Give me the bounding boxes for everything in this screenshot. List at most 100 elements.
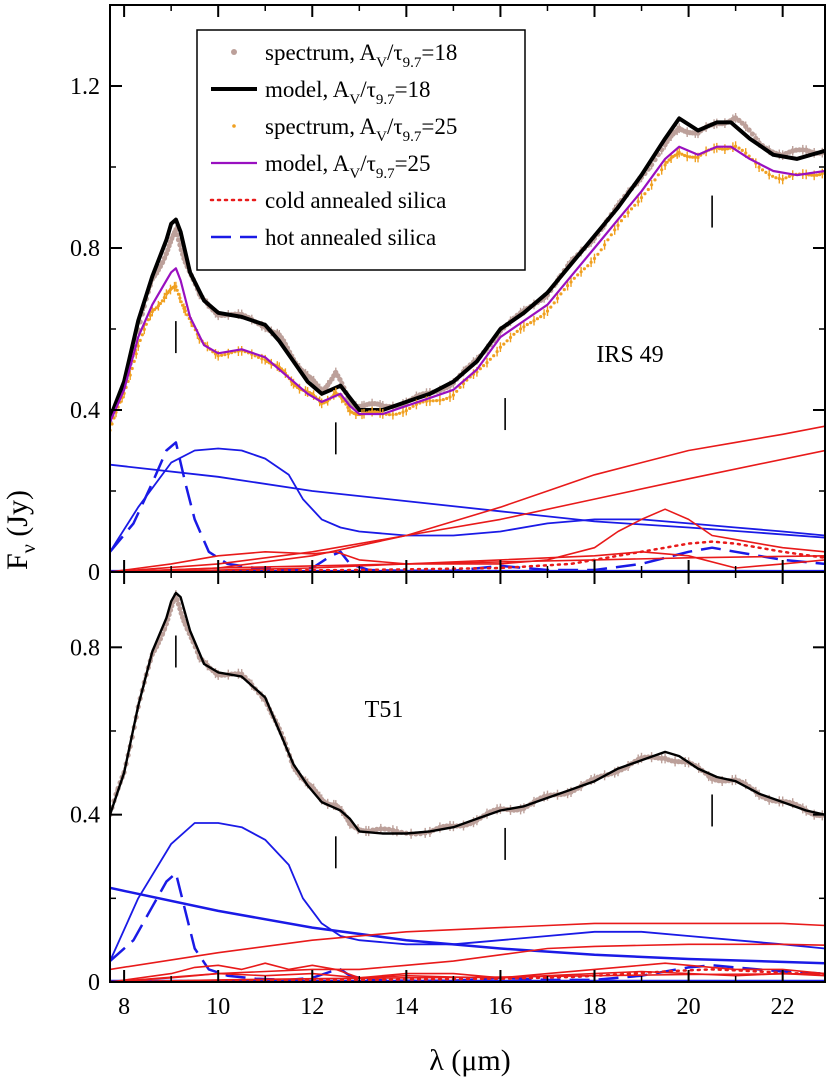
data-point-spectrum25 — [138, 338, 142, 342]
y-axis-label: Fν (Jy) — [1, 490, 40, 570]
legend-label-part: V — [376, 129, 387, 145]
legend-label-part: V — [349, 166, 360, 182]
series-blue1 — [110, 447, 825, 553]
data-point-spectrum25 — [576, 273, 580, 277]
data-point-spectrum25 — [596, 252, 600, 256]
data-point-spectrum25 — [185, 313, 189, 317]
data-point-spectrum25 — [760, 168, 765, 172]
data-point-spectrum — [374, 826, 380, 832]
data-point-spectrum25 — [572, 276, 576, 280]
data-point-spectrum18 — [165, 247, 171, 253]
data-point-spectrum25 — [144, 322, 148, 326]
legend-label-part: V — [349, 92, 360, 108]
panel-label: T51 — [365, 697, 404, 723]
legend-symbol — [231, 49, 237, 55]
data-point-spectrum25 — [160, 299, 164, 303]
axis-text: λ (μm) Fν (Jy) — [1, 490, 511, 1077]
data-point-spectrum25 — [688, 155, 692, 159]
data-point-spectrum18 — [159, 260, 165, 266]
data-point-spectrum25 — [492, 354, 496, 358]
data-point-spectrum25 — [586, 264, 590, 268]
data-point-spectrum25 — [562, 288, 566, 292]
data-point-spectrum25 — [408, 406, 412, 410]
data-point-spectrum25 — [154, 306, 158, 310]
legend-label-part: 9.7 — [376, 92, 395, 108]
series-red3 — [110, 508, 825, 572]
x-tick-label: 14 — [394, 994, 418, 1020]
data-point-spectrum25 — [146, 318, 150, 322]
data-point-spectrum25 — [619, 219, 624, 223]
data-point-spectrum25 — [815, 173, 819, 177]
x-tick-label: 22 — [771, 994, 795, 1020]
series-blue1 — [110, 822, 825, 962]
panel-label: IRS 49 — [596, 342, 663, 368]
data-point-spectrum25 — [720, 147, 724, 151]
data-point-spectrum25 — [680, 152, 684, 156]
data-point-spectrum25 — [110, 422, 114, 426]
data-point-spectrum25 — [398, 411, 402, 415]
series-model25 — [110, 145, 825, 423]
y-tick-label: 1.2 — [70, 74, 100, 100]
legend-box — [196, 29, 526, 271]
series-cold_dot — [110, 968, 825, 982]
y-tick-label: 0.4 — [70, 803, 100, 829]
data-point-spectrum25 — [683, 153, 687, 158]
data-point-spectrum25 — [256, 355, 261, 359]
data-point-spectrum25 — [455, 389, 459, 393]
bottom-panel: 0 0.4 0.8 8 10 12 14 16 18 20 22 T51 — [70, 571, 826, 1020]
data-point-spectrum25 — [488, 357, 492, 361]
data-point-spectrum25 — [549, 305, 553, 309]
y-tick-label: 0.8 — [70, 635, 100, 661]
data-point-spectrum18 — [174, 232, 180, 238]
legend-label-part: /τ — [360, 151, 376, 176]
data-point-spectrum25 — [764, 170, 768, 174]
y-tick-label: 0 — [88, 970, 100, 996]
legend-label-part: 9.7 — [403, 55, 422, 71]
series-blue2 — [110, 886, 825, 965]
plot-area — [110, 113, 825, 572]
x-tick-label: 20 — [677, 994, 701, 1020]
data-point-spectrum25 — [818, 173, 822, 177]
data-point-spectrum25 — [411, 404, 415, 408]
data-point-spectrum25 — [810, 173, 814, 177]
data-point-spectrum25 — [441, 398, 445, 402]
series-model18 — [110, 116, 825, 419]
data-point-spectrum25 — [373, 410, 377, 414]
data-point-spectrum25 — [552, 301, 556, 305]
legend-label-part: spectrum, A — [265, 114, 377, 139]
data-point-spectrum25 — [774, 176, 778, 180]
legend-label: spectrum, AV/τ9.7=25 — [265, 114, 457, 145]
data-point-spectrum25 — [458, 385, 462, 389]
series-red3 — [110, 962, 825, 982]
data-point-spectrum25 — [726, 147, 730, 151]
data-point-spectrum25 — [667, 158, 671, 162]
data-point-spectrum — [174, 597, 180, 603]
data-point-spectrum25 — [175, 288, 179, 292]
data-point-spectrum25 — [515, 329, 519, 333]
series-red1 — [110, 922, 825, 971]
series-hot_dash — [110, 441, 825, 572]
x-tick-label: 8 — [118, 994, 130, 1020]
data-point-spectrum25 — [599, 248, 603, 252]
series-blue2 — [110, 463, 825, 539]
legend-label-part: /τ — [387, 40, 403, 65]
series-model — [110, 591, 825, 835]
data-point-spectrum — [178, 610, 184, 616]
panel-frame — [109, 571, 826, 983]
data-point-spectrum25 — [737, 146, 741, 150]
x-tick-label: 16 — [488, 994, 512, 1020]
data-point-spectrum25 — [740, 148, 744, 152]
data-point-spectrum25 — [787, 174, 792, 178]
data-point-spectrum25 — [132, 359, 136, 363]
y-axis-label-sub: ν — [18, 544, 40, 553]
x-axis-label: λ (μm) — [429, 1044, 510, 1077]
data-point-spectrum25 — [220, 353, 224, 357]
legend-label: hot annealed silica — [265, 225, 436, 250]
y-tick-label: 0.4 — [70, 398, 100, 424]
data-point-spectrum25 — [535, 317, 540, 321]
data-point-spectrum25 — [505, 339, 509, 343]
series-red2 — [110, 449, 825, 572]
legend-label: spectrum, AV/τ9.7=18 — [265, 40, 457, 71]
